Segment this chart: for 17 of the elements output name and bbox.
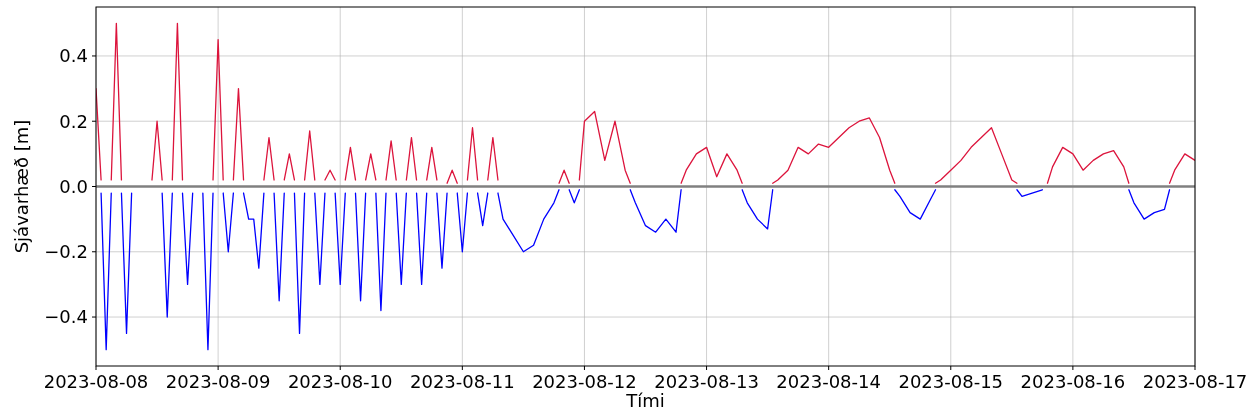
x-tick-label: 2023-08-13 xyxy=(654,371,759,392)
y-tick-label: 0.2 xyxy=(59,110,88,132)
y-tick-label: 0.4 xyxy=(59,45,88,67)
x-tick-label: 2023-08-16 xyxy=(1020,371,1126,392)
x-axis-title: Tími xyxy=(625,390,665,409)
y-tick-label: −0.4 xyxy=(44,306,88,328)
x-tick-label: 2023-08-12 xyxy=(532,371,637,392)
y-axis-title: Sjávarhæð [m] xyxy=(11,119,32,254)
y-tick-label: 0.0 xyxy=(59,175,88,197)
x-tick-label: 2023-08-10 xyxy=(287,371,393,392)
x-tick-label: 2023-08-14 xyxy=(776,371,881,392)
y-tick-label: −0.2 xyxy=(44,241,88,263)
x-tick-label: 2023-08-17 xyxy=(1142,371,1248,392)
x-tick-label: 2023-08-15 xyxy=(898,371,1004,392)
x-tick-label: 2023-08-11 xyxy=(410,371,515,392)
x-tick-label: 2023-08-09 xyxy=(165,371,271,392)
x-tick-label: 2023-08-08 xyxy=(43,371,149,392)
